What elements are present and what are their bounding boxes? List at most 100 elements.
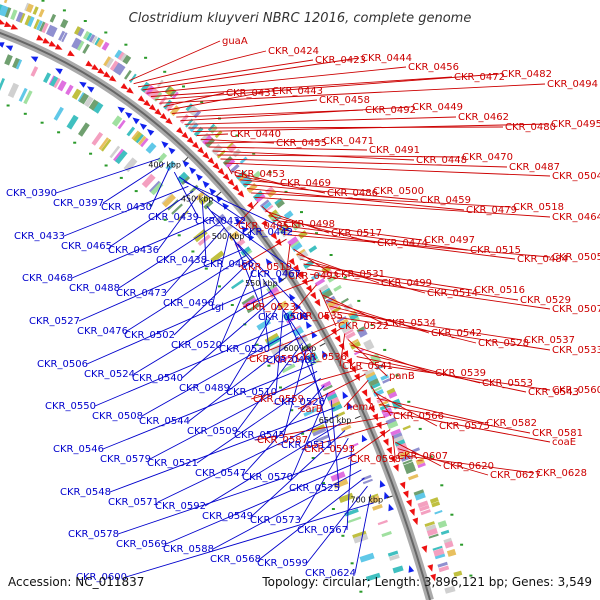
- forward-gene-label[interactable]: CKR_0497: [424, 235, 475, 246]
- forward-gene-label[interactable]: CKR_0539: [435, 368, 486, 379]
- reverse-gene-label[interactable]: CKR_0573: [250, 515, 301, 526]
- reverse-gene-label[interactable]: CKR_0496: [163, 298, 214, 309]
- reverse-gene-label[interactable]: CKR_0511: [281, 440, 332, 451]
- forward-gene-label[interactable]: CKR_0542: [431, 328, 482, 339]
- reverse-gene-label[interactable]: CKR_0433: [14, 231, 65, 242]
- reverse-gene-label[interactable]: CKR_0506: [37, 359, 88, 370]
- reverse-gene-label[interactable]: CKR_0546: [53, 444, 104, 455]
- forward-gene-label[interactable]: CKR_0582: [486, 418, 537, 429]
- forward-gene-label[interactable]: CKR_0575: [439, 421, 490, 432]
- forward-gene-label[interactable]: CKR_0566: [393, 411, 444, 422]
- forward-gene-label[interactable]: CKR_0493: [288, 271, 339, 282]
- reverse-gene-label[interactable]: CKR_0549: [202, 511, 253, 522]
- forward-gene-label[interactable]: CKR_0487: [509, 162, 560, 173]
- forward-gene-label[interactable]: CKR_0486: [327, 188, 378, 199]
- forward-gene-label[interactable]: coaE: [552, 437, 576, 448]
- forward-gene-label[interactable]: CKR_0620: [443, 461, 494, 472]
- forward-gene-label[interactable]: CKR_0560: [552, 385, 600, 396]
- reverse-gene-label[interactable]: CKR_0545: [234, 430, 285, 441]
- reverse-gene-label[interactable]: CKR_0569: [116, 539, 167, 550]
- forward-gene-label[interactable]: CKR_0536: [296, 352, 347, 363]
- forward-gene-label[interactable]: CKR_0516: [474, 285, 525, 296]
- forward-gene-label[interactable]: CKR_0443: [272, 86, 323, 97]
- reverse-gene-label[interactable]: CKR_0578: [68, 529, 119, 540]
- forward-gene-label[interactable]: CKR_0541: [342, 361, 393, 372]
- forward-gene-label[interactable]: CKR_0531: [334, 269, 385, 280]
- forward-gene-label[interactable]: CKR_0440: [230, 129, 281, 140]
- reverse-gene-label[interactable]: CKR_0624: [305, 568, 356, 579]
- forward-gene-label[interactable]: CKR_0485: [238, 221, 289, 232]
- forward-gene-label[interactable]: CKR_0449: [412, 102, 463, 113]
- reverse-gene-label[interactable]: CKR_0465: [61, 241, 112, 252]
- reverse-gene-label[interactable]: CKR_0548: [60, 487, 111, 498]
- reverse-gene-label[interactable]: CKR_0430: [101, 202, 152, 213]
- forward-gene-label[interactable]: CKR_0424: [268, 46, 319, 57]
- forward-gene-label[interactable]: CKR_0518: [513, 202, 564, 213]
- reverse-gene-label[interactable]: CKR_0488: [69, 283, 120, 294]
- forward-gene-label[interactable]: CKR_0444: [361, 53, 412, 64]
- forward-gene-label[interactable]: guaA: [222, 36, 248, 47]
- reverse-gene-label[interactable]: CKR_0510: [226, 387, 277, 398]
- forward-gene-label[interactable]: CKR_0462: [458, 112, 509, 123]
- reverse-gene-label[interactable]: CKR_0527: [29, 316, 80, 327]
- reverse-gene-label[interactable]: CKR_0524: [84, 369, 135, 380]
- forward-gene-label[interactable]: CKR_0593: [304, 444, 355, 455]
- reverse-gene-label[interactable]: CKR_0481: [266, 355, 317, 366]
- forward-gene-label[interactable]: CKR_0628: [536, 468, 587, 479]
- reverse-gene-label[interactable]: CKR_0466: [203, 259, 254, 270]
- forward-gene-label[interactable]: CKR_0494: [547, 79, 598, 90]
- forward-gene-label[interactable]: CKR_0507: [552, 304, 600, 315]
- reverse-gene-label[interactable]: tgl: [211, 302, 224, 313]
- forward-gene-label[interactable]: CKR_0456: [408, 62, 459, 73]
- forward-gene-label[interactable]: CKR_0431: [226, 88, 277, 99]
- reverse-gene-label[interactable]: CKR_0390: [6, 188, 57, 199]
- forward-gene-label[interactable]: CKR_0543: [528, 387, 579, 398]
- reverse-gene-label[interactable]: CKR_0502: [124, 330, 175, 341]
- reverse-gene-label[interactable]: CKR_0570: [242, 472, 293, 483]
- forward-gene-label[interactable]: CKR_0529: [520, 295, 571, 306]
- forward-gene-label[interactable]: CKR_0471: [323, 136, 374, 147]
- reverse-gene-label[interactable]: CKR_0567: [297, 525, 348, 536]
- reverse-gene-label[interactable]: CKR_0432: [195, 216, 246, 227]
- forward-gene-label[interactable]: CKR_0598: [350, 454, 401, 465]
- reverse-gene-label[interactable]: CKR_0501: [258, 312, 309, 323]
- reverse-gene-label[interactable]: CKR_0568: [210, 554, 261, 565]
- forward-gene-label[interactable]: CKR_0499: [381, 278, 432, 289]
- forward-gene-label[interactable]: CKR_0581: [532, 428, 583, 439]
- reverse-gene-label[interactable]: CKR_0600: [76, 572, 127, 583]
- forward-gene-label[interactable]: CKR_0523: [245, 302, 296, 313]
- forward-gene-label[interactable]: CKR_0535: [292, 311, 343, 322]
- forward-gene-label[interactable]: CKR_0537: [524, 335, 575, 346]
- reverse-gene-label[interactable]: CKR_0526: [274, 397, 325, 408]
- forward-gene-label[interactable]: CKR_0504: [552, 171, 600, 182]
- reverse-gene-label[interactable]: CKR_0438: [156, 255, 207, 266]
- reverse-gene-label[interactable]: CKR_0439: [148, 212, 199, 223]
- forward-gene-label[interactable]: CKR_0492: [365, 105, 416, 116]
- forward-gene-label[interactable]: CKR_0498: [284, 219, 335, 230]
- forward-gene-label[interactable]: CKR_0453: [234, 169, 285, 180]
- reverse-gene-label[interactable]: CKR_0508: [92, 411, 143, 422]
- forward-gene-label[interactable]: CKR_0553: [482, 378, 533, 389]
- forward-gene-label[interactable]: CKR_0472: [454, 72, 505, 83]
- reverse-gene-label[interactable]: CKR_0473: [116, 288, 167, 299]
- forward-gene-label[interactable]: CKR_0491: [369, 145, 420, 156]
- forward-gene-label[interactable]: CKR_0515: [470, 245, 521, 256]
- reverse-gene-label[interactable]: CKR_0476: [77, 326, 128, 337]
- forward-gene-label[interactable]: carB: [300, 404, 323, 415]
- reverse-gene-label[interactable]: CKR_0489: [179, 383, 230, 394]
- forward-gene-label[interactable]: CKR_0474: [377, 238, 428, 249]
- forward-gene-label[interactable]: CKR_0423: [315, 55, 366, 66]
- forward-gene-label[interactable]: CKR_0470: [462, 152, 513, 163]
- reverse-gene-label[interactable]: CKR_0588: [163, 544, 214, 555]
- reverse-gene-label[interactable]: CKR_0547: [195, 468, 246, 479]
- reverse-gene-label[interactable]: CKR_0509: [187, 426, 238, 437]
- reverse-gene-label[interactable]: CKR_0397: [53, 198, 104, 209]
- reverse-gene-label[interactable]: CKR_0599: [257, 558, 308, 569]
- reverse-gene-label[interactable]: CKR_0544: [139, 416, 190, 427]
- reverse-gene-label[interactable]: CKR_0530: [219, 344, 270, 355]
- forward-gene-label[interactable]: CKR_0458: [319, 95, 370, 106]
- forward-gene-label[interactable]: CKR_0607: [397, 451, 448, 462]
- forward-gene-label[interactable]: CKR_0484: [517, 254, 568, 265]
- forward-gene-label[interactable]: CKR_0559: [253, 394, 304, 405]
- forward-gene-label[interactable]: CKR_0459: [420, 195, 471, 206]
